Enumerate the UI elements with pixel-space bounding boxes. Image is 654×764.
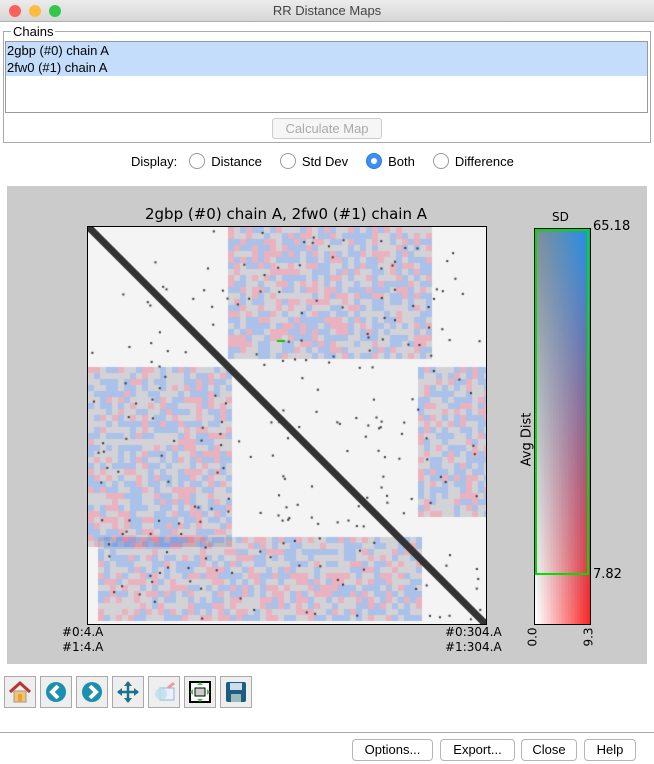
maximize-window-icon[interactable] bbox=[49, 5, 61, 17]
save-button[interactable] bbox=[220, 676, 252, 708]
home-icon bbox=[8, 680, 32, 703]
radio-std-dev[interactable] bbox=[279, 153, 296, 169]
radio-difference-label[interactable]: Difference bbox=[454, 153, 514, 169]
chain-item[interactable]: 2fw0 (#1) chain A bbox=[6, 59, 647, 76]
x-end-label-0: #0:304.A bbox=[445, 625, 502, 639]
zoom-button[interactable] bbox=[148, 676, 180, 708]
forward-button[interactable] bbox=[76, 676, 108, 708]
separator bbox=[0, 732, 654, 733]
close-button[interactable]: Close bbox=[521, 739, 577, 761]
options-button[interactable]: Options... bbox=[352, 739, 433, 761]
subplots-button[interactable] bbox=[184, 676, 216, 708]
back-icon bbox=[46, 682, 66, 702]
colorbar-max-label: 65.18 bbox=[593, 219, 631, 234]
subplots-icon bbox=[189, 681, 211, 703]
minimize-window-icon[interactable] bbox=[29, 5, 41, 17]
radio-difference[interactable] bbox=[432, 153, 449, 169]
export-button[interactable]: Export... bbox=[440, 739, 515, 761]
zoom-icon bbox=[155, 681, 175, 701]
radio-both-label[interactable]: Both bbox=[388, 153, 415, 169]
display-label: Display: bbox=[131, 153, 178, 169]
forward-icon bbox=[82, 682, 102, 702]
x-start-label-0: #0:4.A bbox=[62, 625, 104, 639]
chain-item[interactable]: 2gbp (#0) chain A bbox=[6, 42, 647, 59]
chains-list[interactable]: 2gbp (#0) chain A 2fw0 (#1) chain A bbox=[5, 41, 648, 113]
calculate-map-button[interactable]: Calculate Map bbox=[272, 118, 382, 139]
display-options: Display: Distance Std Dev Both Differenc… bbox=[131, 153, 514, 169]
colorbar-x-max: 9.3 bbox=[581, 627, 596, 647]
x-start-label-1: #1:4.A bbox=[62, 640, 104, 654]
pan-icon bbox=[117, 681, 139, 703]
colorbar-top-label: SD bbox=[552, 210, 569, 224]
pan-button[interactable] bbox=[112, 676, 144, 708]
chains-label: Chains bbox=[11, 24, 56, 39]
colorbar-threshold-label: 7.82 bbox=[593, 567, 622, 582]
radio-both[interactable] bbox=[366, 153, 383, 169]
back-button[interactable] bbox=[40, 676, 72, 708]
radio-distance[interactable] bbox=[189, 153, 206, 169]
colorbar[interactable] bbox=[534, 228, 591, 625]
window-title: RR Distance Maps bbox=[272, 3, 382, 18]
colorbar-threshold-box[interactable] bbox=[535, 229, 589, 575]
distance-map-heatmap[interactable] bbox=[87, 226, 487, 625]
help-button[interactable]: Help bbox=[584, 739, 636, 761]
title-bar: RR Distance Maps bbox=[0, 0, 654, 22]
colorbar-side-label: Avg Dist bbox=[519, 412, 535, 467]
radio-std-dev-label[interactable]: Std Dev bbox=[301, 153, 349, 169]
radio-distance-label[interactable]: Distance bbox=[211, 153, 262, 169]
chains-group bbox=[3, 31, 651, 143]
x-end-label-1: #1:304.A bbox=[445, 640, 502, 654]
home-button[interactable] bbox=[4, 676, 36, 708]
colorbar-x-min: 0.0 bbox=[525, 627, 540, 647]
plot-title: 2gbp (#0) chain A, 2fw0 (#1) chain A bbox=[144, 205, 428, 223]
close-window-icon[interactable] bbox=[9, 5, 21, 17]
save-icon bbox=[226, 682, 246, 702]
